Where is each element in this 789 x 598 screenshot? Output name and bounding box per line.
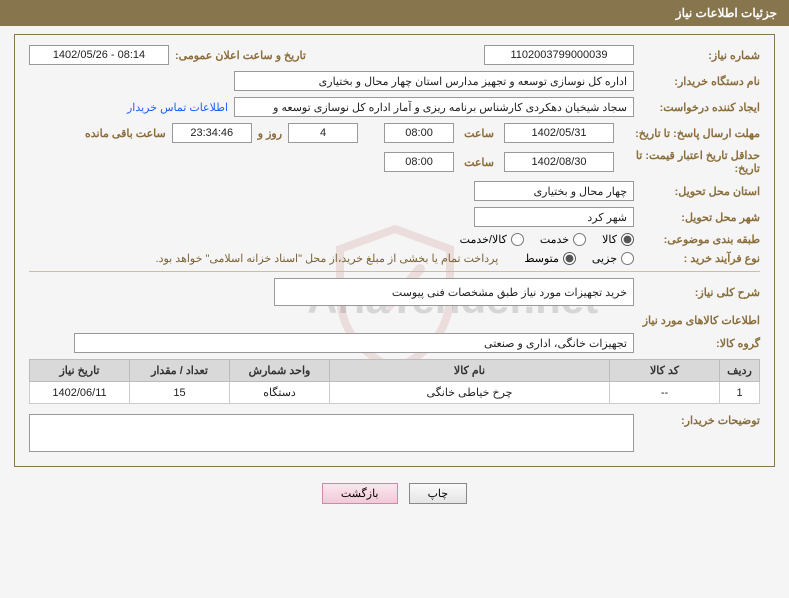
buyer-notes-field[interactable]	[29, 414, 634, 452]
back-button[interactable]: بازگشت	[322, 483, 398, 504]
category-label: طبقه بندی موضوعی:	[640, 233, 760, 246]
details-panel: شماره نیاز: 1102003799000039 تاریخ و ساع…	[14, 34, 775, 467]
validity-time-label: ساعت	[464, 156, 494, 169]
cell-unit: دستگاه	[230, 382, 330, 404]
radio-minor-label: جزیی	[592, 252, 617, 265]
group-value: تجهیزات خانگی، اداری و صنعتی	[74, 333, 634, 353]
th-code: کد کالا	[610, 360, 720, 382]
announce-value: 1402/05/26 - 08:14	[29, 45, 169, 65]
radio-goods[interactable]: کالا	[602, 233, 634, 246]
deadline-label: مهلت ارسال پاسخ: تا تاریخ:	[620, 127, 760, 140]
th-name: نام کالا	[330, 360, 610, 382]
print-button[interactable]: چاپ	[409, 483, 468, 504]
cell-row: 1	[720, 382, 760, 404]
desc-label: شرح کلی نیاز:	[640, 286, 760, 299]
deadline-time-label: ساعت	[464, 127, 494, 140]
city-label: شهر محل تحویل:	[640, 211, 760, 224]
validity-time: 08:00	[384, 152, 454, 172]
footer-buttons: چاپ بازگشت	[0, 475, 789, 514]
validity-date: 1402/08/30	[504, 152, 614, 172]
th-row: ردیف	[720, 360, 760, 382]
buyer-org-label: نام دستگاه خریدار:	[640, 75, 760, 88]
radio-both-label: کالا/خدمت	[460, 233, 507, 246]
radio-medium[interactable]: متوسط	[524, 252, 576, 265]
need-no-label: شماره نیاز:	[640, 49, 760, 62]
validity-label: حداقل تاریخ اعتبار قیمت: تا تاریخ:	[620, 149, 760, 175]
requester-value: سجاد شیخیان دهکردی کارشناس برنامه ریزی و…	[234, 97, 634, 117]
cell-qty: 15	[130, 382, 230, 404]
cell-code: --	[610, 382, 720, 404]
category-radios: کالا خدمت کالا/خدمت	[460, 233, 634, 246]
announce-label: تاریخ و ساعت اعلان عمومی:	[175, 49, 306, 62]
group-label: گروه کالا:	[640, 337, 760, 350]
radio-minor[interactable]: جزیی	[592, 252, 634, 265]
radio-goods-label: کالا	[602, 233, 617, 246]
cell-date: 1402/06/11	[30, 382, 130, 404]
radio-service-label: خدمت	[540, 233, 569, 246]
th-qty: تعداد / مقدار	[130, 360, 230, 382]
deadline-time: 08:00	[384, 123, 454, 143]
requester-label: ایجاد کننده درخواست:	[640, 101, 760, 114]
radio-service[interactable]: خدمت	[540, 233, 586, 246]
deadline-hms: 23:34:46	[172, 123, 252, 143]
panel-title: جزئیات اطلاعات نیاز	[0, 0, 789, 26]
radio-medium-label: متوسط	[524, 252, 559, 265]
province-label: استان محل تحویل:	[640, 185, 760, 198]
process-label: نوع فرآیند خرید :	[640, 252, 760, 265]
process-note: پرداخت تمام یا بخشی از مبلغ خرید،از محل …	[156, 252, 499, 265]
deadline-date: 1402/05/31	[504, 123, 614, 143]
province-value: چهار محال و بختیاری	[474, 181, 634, 201]
city-value: شهر کرد	[474, 207, 634, 227]
deadline-days-suffix: روز و	[258, 127, 282, 140]
goods-table: ردیف کد کالا نام کالا واحد شمارش تعداد /…	[29, 359, 760, 404]
cell-name: چرخ خیاطی خانگی	[330, 382, 610, 404]
buyer-notes-label: توضیحات خریدار:	[640, 414, 760, 427]
th-date: تاریخ نیاز	[30, 360, 130, 382]
table-row: 1 -- چرخ خیاطی خانگی دستگاه 15 1402/06/1…	[30, 382, 760, 404]
radio-both[interactable]: کالا/خدمت	[460, 233, 524, 246]
deadline-remain-suffix: ساعت باقی مانده	[85, 127, 166, 140]
buyer-contact-link[interactable]: اطلاعات تماس خریدار	[127, 101, 228, 114]
goods-section-title: اطلاعات کالاهای مورد نیاز	[29, 314, 760, 327]
desc-value: خرید تجهیزات مورد نیاز طبق مشخصات فنی پی…	[274, 278, 634, 306]
need-no-value: 1102003799000039	[484, 45, 634, 65]
buyer-org-value: اداره کل نوسازی توسعه و تجهیز مدارس استا…	[234, 71, 634, 91]
th-unit: واحد شمارش	[230, 360, 330, 382]
deadline-days: 4	[288, 123, 358, 143]
process-radios: جزیی متوسط	[524, 252, 634, 265]
